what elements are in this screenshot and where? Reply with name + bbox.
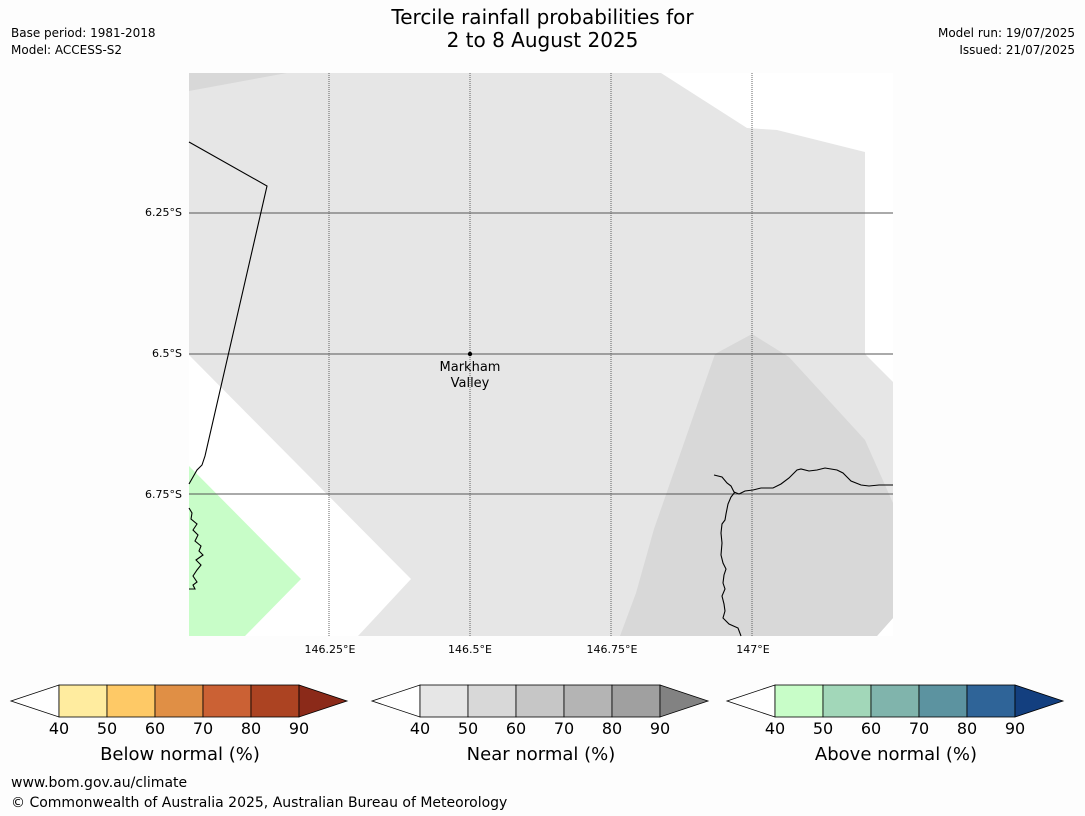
near-normal-colorbar-segment xyxy=(467,684,517,718)
location-label: Markham Valley xyxy=(420,360,520,392)
above-normal-colorbar-segment xyxy=(822,684,872,718)
near-normal-colorbar-segment xyxy=(419,684,469,718)
model-text: Model: ACCESS-S2 xyxy=(11,43,123,57)
below-normal-tick-label: 40 xyxy=(48,719,70,738)
above-normal-tick-label: 70 xyxy=(908,719,930,738)
header-meta-left: Base period: 1981-2018 Model: ACCESS-S2 xyxy=(11,25,156,59)
lon-label-147: 147°E xyxy=(736,643,770,656)
location-name-line-2: Valley xyxy=(450,376,490,391)
above-normal-colorbar xyxy=(725,684,1065,718)
near-normal-50-60-area-top xyxy=(189,73,287,91)
below-normal-colorbar-low-extension xyxy=(9,684,60,718)
above-normal-tick-label: 80 xyxy=(956,719,978,738)
coastline-east-lower xyxy=(720,491,742,637)
lat-label-6.25: 6.25°S xyxy=(145,206,182,219)
near-normal-colorbar-segment xyxy=(515,684,565,718)
above-normal-tick-label: 90 xyxy=(1004,719,1026,738)
above-normal-tick-label: 60 xyxy=(860,719,882,738)
below-normal-colorbar-segment xyxy=(58,684,108,718)
below-normal-colorbar-segment xyxy=(202,684,252,718)
title-line-2: 2 to 8 August 2025 xyxy=(446,28,639,52)
base-period-text: Base period: 1981-2018 xyxy=(11,26,156,40)
title-line-1: Tercile rainfall probabilities for xyxy=(391,5,694,29)
above-normal-40-50-area xyxy=(189,466,301,636)
footer-url: www.bom.gov.au/climate xyxy=(11,775,188,791)
near-normal-colorbar xyxy=(370,684,710,718)
footer-copyright: © Commonwealth of Australia 2025, Austra… xyxy=(11,795,508,811)
model-run-text: Model run: 19/07/2025 xyxy=(937,26,1075,40)
lat-label-6.5: 6.5°S xyxy=(152,347,182,360)
lon-label-146.25: 146.25°E xyxy=(304,643,356,656)
below-normal-tick-label: 70 xyxy=(192,719,214,738)
near-normal-tick-label: 80 xyxy=(601,719,623,738)
near-normal-colorbar-low-extension xyxy=(370,684,421,718)
below-normal-colorbar-segment xyxy=(106,684,156,718)
gridlines xyxy=(189,73,893,636)
map-title: Tercile rainfall probabilities for 2 to … xyxy=(0,6,1085,52)
lat-label-6.75: 6.75°S xyxy=(145,488,182,501)
above-normal-tick-label: 40 xyxy=(764,719,786,738)
near-normal-colorbar-label: Near normal (%) xyxy=(466,744,616,765)
coastline-west xyxy=(188,507,204,590)
below-normal-tick-label: 60 xyxy=(144,719,166,738)
markham-valley-marker xyxy=(467,351,473,357)
map-panel xyxy=(188,73,893,637)
below-normal-colorbar-label: Below normal (%) xyxy=(100,744,260,765)
below-normal-tick-label: 50 xyxy=(96,719,118,738)
above-normal-colorbar-low-extension xyxy=(725,684,776,718)
below-normal-tick-label: 80 xyxy=(240,719,262,738)
below-normal-colorbar-segment xyxy=(154,684,204,718)
header-meta-right: Model run: 19/07/2025 Issued: 21/07/2025 xyxy=(938,25,1075,59)
lon-label-146.75: 146.75°E xyxy=(586,643,638,656)
above-normal-colorbar-high-extension xyxy=(1014,684,1065,718)
near-normal-tick-label: 50 xyxy=(457,719,479,738)
coastline-east xyxy=(713,467,893,495)
below-normal-colorbar-segment xyxy=(250,684,300,718)
above-normal-colorbar-label: Above normal (%) xyxy=(814,744,978,765)
near-normal-tick-label: 40 xyxy=(409,719,431,738)
above-normal-colorbar-segment xyxy=(774,684,824,718)
below-normal-tick-label: 90 xyxy=(288,719,310,738)
above-normal-colorbar-segment xyxy=(870,684,920,718)
location-name-line-1: Markham xyxy=(439,360,501,375)
lon-label-146.5: 146.5°E xyxy=(448,643,492,656)
below-normal-colorbar-high-extension xyxy=(298,684,349,718)
above-normal-colorbar-segment xyxy=(918,684,968,718)
province-boundary-line xyxy=(188,141,268,485)
above-normal-tick-label: 50 xyxy=(812,719,834,738)
issued-text: Issued: 21/07/2025 xyxy=(959,43,1075,57)
near-normal-tick-label: 70 xyxy=(553,719,575,738)
near-normal-colorbar-segment xyxy=(611,684,661,718)
near-normal-colorbar-segment xyxy=(563,684,613,718)
near-normal-tick-label: 60 xyxy=(505,719,527,738)
near-normal-colorbar-high-extension xyxy=(659,684,710,718)
below-normal-colorbar xyxy=(9,684,349,718)
near-normal-tick-label: 90 xyxy=(649,719,671,738)
above-normal-colorbar-segment xyxy=(966,684,1016,718)
near-normal-50-60-area xyxy=(620,334,893,636)
